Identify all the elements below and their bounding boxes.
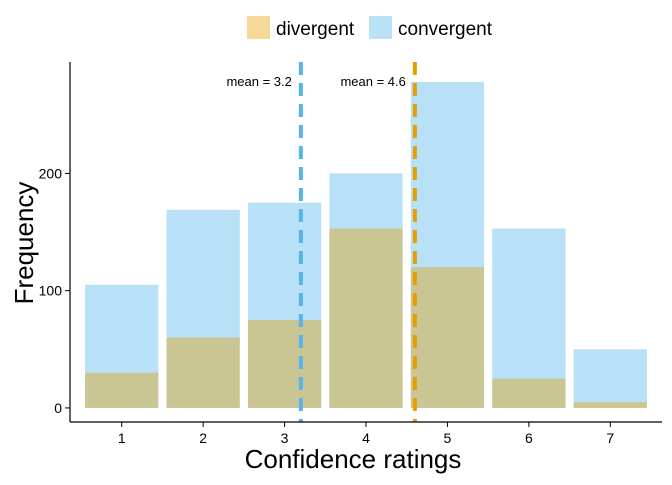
bar-convergent-7 [573, 349, 647, 408]
x-tick-label: 4 [362, 430, 370, 446]
y-tick-label: 0 [54, 400, 62, 416]
mean-lines: mean = 3.2 mean = 4.6 [226, 62, 417, 422]
legend: divergent convergent [247, 16, 493, 40]
bar-divergent-6 [492, 378, 566, 408]
x-tick-label: 5 [444, 430, 452, 446]
x-tick-label: 6 [525, 430, 533, 446]
x-tick-label: 1 [118, 430, 126, 446]
bar-divergent-5 [410, 267, 485, 408]
bar-convergent-1 [85, 284, 159, 408]
bar-divergent-4 [329, 228, 403, 408]
legend-key-divergent [247, 16, 270, 39]
mean-label-1: mean = 3.2 [226, 74, 291, 89]
x-axis-label: Confidence ratings [245, 444, 462, 474]
axes: 0 100 200 1 2 3 4 5 6 7 [39, 62, 662, 446]
y-tick-label: 100 [39, 283, 63, 299]
bar-divergent-1 [85, 372, 159, 408]
x-tick-label: 2 [199, 430, 207, 446]
bar-divergent-7 [573, 402, 647, 408]
bar-convergent-3 [247, 202, 322, 408]
legend-key-convergent [369, 16, 392, 39]
bar-divergent-2 [166, 337, 240, 408]
mean-label-2: mean = 4.6 [340, 74, 405, 89]
y-tick-label: 200 [39, 165, 63, 181]
legend-label-divergent: divergent [276, 19, 355, 40]
bar-convergent-5 [410, 81, 485, 408]
bar-convergent-6 [492, 228, 566, 408]
x-tick-label: 3 [281, 430, 289, 446]
bar-divergent-3 [247, 319, 322, 408]
bars [85, 81, 647, 408]
bar-convergent-2 [166, 209, 240, 408]
x-tick-label: 7 [606, 430, 614, 446]
y-axis-label: Frequency [9, 182, 39, 305]
bar-convergent-4 [329, 173, 403, 408]
legend-label-convergent: convergent [398, 19, 493, 40]
